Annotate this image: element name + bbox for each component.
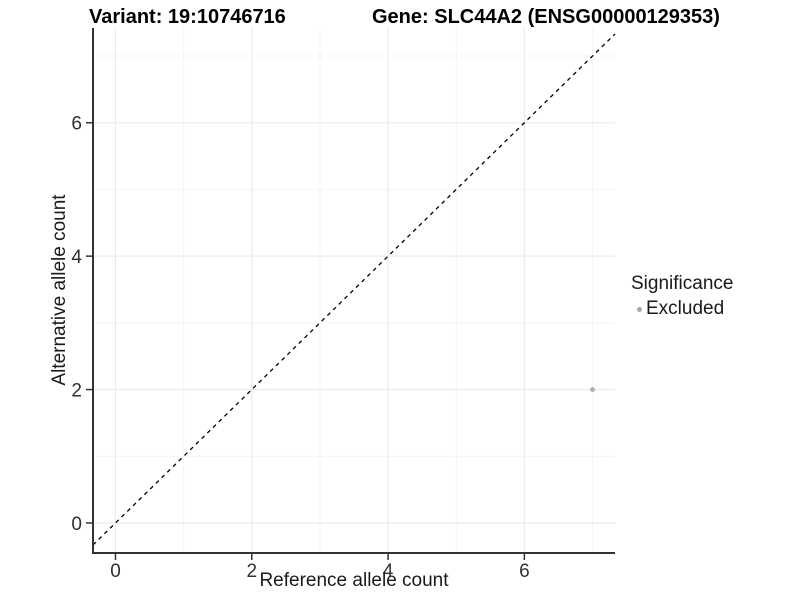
- y-axis-title: Alternative allele count: [49, 194, 70, 386]
- legend: Significance Excluded: [631, 273, 733, 320]
- legend-title: Significance: [631, 273, 734, 294]
- legend-key-point-icon: [637, 306, 642, 312]
- y-tick-label: 0: [71, 514, 82, 535]
- y-tick-label: 2: [71, 381, 82, 402]
- x-tick-label: 6: [519, 561, 530, 582]
- identity-reference-line: [92, 33, 616, 546]
- legend-item-excluded: Excluded: [631, 298, 733, 320]
- legend-item-label: Excluded: [646, 298, 725, 319]
- y-tick-label: 4: [71, 247, 82, 268]
- x-axis-title: Reference allele count: [259, 570, 449, 591]
- plot-title-gene: Gene: SLC44A2 (ENSG00000129353): [372, 6, 720, 28]
- x-tick-label: 4: [383, 561, 394, 582]
- x-tick-label: 2: [246, 561, 257, 582]
- data-point: [590, 387, 595, 392]
- plot-title-variant: Variant: 19:10746716: [89, 6, 286, 28]
- x-tick-label: 0: [110, 561, 121, 582]
- y-tick-label: 6: [71, 114, 82, 135]
